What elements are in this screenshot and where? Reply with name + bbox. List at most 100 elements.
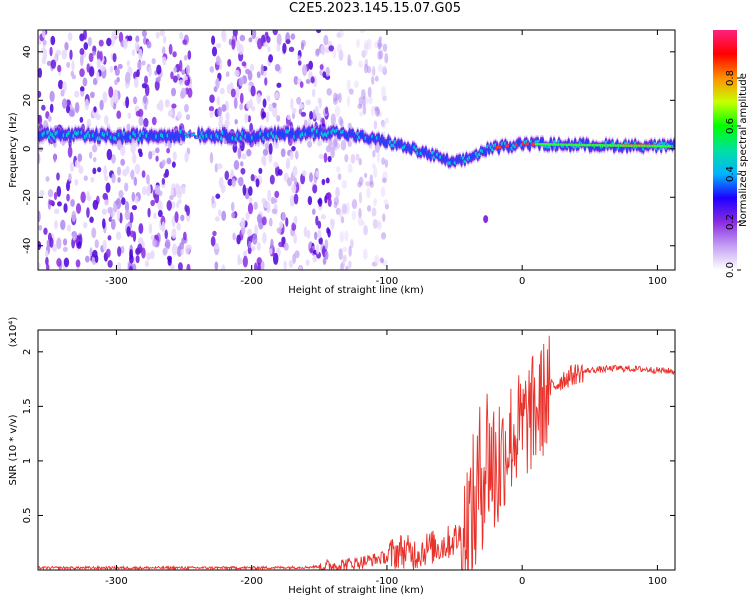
spectrogram-noise-blob [148,150,153,160]
spectrogram-noise-blob [116,110,122,119]
spectrogram-noise-blob [184,79,190,86]
spectrogram-noise-blob [256,257,263,266]
spectrogram-noise-blob [344,230,349,242]
spectrogram-noise-blob [96,58,102,69]
spectrogram-noise-blob [234,69,240,78]
spectrogram-noise-blob [268,248,273,255]
spectrogram-noise-blob [61,98,68,109]
spectrogram-noise-blob [67,146,73,158]
spectrogram-noise-blob [227,178,233,186]
spectrogram-noise-blob [172,151,177,161]
spectrogram-noise-blob [224,119,230,128]
spectrogram-noise-blob [104,175,109,182]
spectrogram-noise-blob [342,246,348,253]
spectrogram-noise-blob [144,75,149,85]
spectrogram-x-tick-label: -300 [105,276,128,287]
spectrogram-noise-blob [161,159,166,167]
spectrogram-y-tick-label: 20 [22,94,33,107]
spectrogram-noise-blob [63,257,70,268]
spectrogram-noise-blob [363,225,368,236]
spectrogram-noise-blob [214,261,219,270]
spectrogram-noise-blob [247,70,253,81]
spectrogram-noise-blob [272,252,279,265]
spectrogram-noise-blob [141,82,147,89]
spectrogram-noise-blob [366,205,372,212]
spectrogram-y-tick-label: 0 [22,146,33,152]
spectrogram-noise-blob [82,221,88,229]
spectrogram-noise-blob [302,64,308,77]
spectrogram-noise-blob [271,102,277,108]
spectrogram-noise-blob [138,48,143,61]
colorbar-tick-label: 0.6 [725,118,736,134]
spectrogram-noise-blob [367,86,372,98]
spectrogram-noise-blob [268,142,273,155]
spectrogram-noise-blob [47,115,52,122]
spectrogram-x-label: Height of straight line (km) [288,285,424,296]
spectrogram-noise-blob [232,232,236,241]
spectrogram-noise-blob [66,61,71,69]
spectrogram-noise-blob [376,220,382,227]
spectrogram-noise-blob [263,42,269,48]
spectrogram-noise-blob [348,245,352,257]
spectrogram-noise-blob [253,201,258,210]
spectrogram-noise-blob [260,64,264,76]
spectrogram-noise-blob [68,173,72,182]
spectrogram-noise-blob [53,153,57,163]
spectrogram-noise-blob [96,50,101,61]
spectrogram-noise-blob [94,239,99,249]
spectrogram-noise-blob [50,59,57,70]
spectrogram-noise-blob [342,254,347,263]
spectrogram-noise-blob [246,228,253,237]
spectrogram-noise-blob [290,97,294,110]
spectrogram-noise-blob [233,97,238,109]
spectrogram-noise-blob [45,264,50,270]
spectrogram-noise-blob [86,207,90,218]
spectrogram-noise-blob [157,200,163,211]
spectrogram-noise-blob [146,40,152,49]
spectrogram-noise-blob [166,157,172,165]
spectrogram-noise-blob [345,265,349,270]
spectrogram-noise-blob [236,234,241,245]
spectrogram-noise-blob [101,208,106,215]
spectrogram-noise-blob [326,227,330,235]
snr-series-line [38,335,675,570]
spectrogram-noise-blob [288,46,295,53]
spectrogram-noise-blob [216,163,223,170]
spectrogram-noise-blob [71,230,77,241]
spectrogram-noise-blob [350,153,356,164]
spectrogram-noise-blob [135,35,140,43]
spectrogram-noise-blob [110,97,114,108]
spectrogram-noise-blob [348,260,352,269]
spectrogram-y-tick-label: -20 [22,189,33,205]
spectrogram-noise-blob [77,241,82,249]
spectrogram-noise-blob [121,197,126,205]
colorbar-tick-label: 0.4 [725,166,736,182]
spectrogram-noise-blob [376,108,380,116]
spectrogram-noise-blob [323,34,329,46]
spectrogram-noise-blob [346,79,351,92]
spectrogram-noise-blob [171,243,178,256]
spectrogram-noise-blob [171,201,176,210]
spectrogram-noise-blob [321,178,326,186]
spectrogram-noise-blob [180,248,185,255]
spectrogram-noise-blob [169,194,174,201]
spectrogram-noise-blob [141,170,146,178]
spectrogram-noise-blob [41,30,46,39]
spectrogram-noise-blob [130,169,135,180]
spectrogram-noise-blob [92,77,98,86]
spectrogram-noise-blob [116,76,120,83]
spectrogram-noise-blob [217,209,222,217]
colorbar: 0.0 0.2 0.4 0.6 0.8 Normalized spectral ampl… [713,30,749,278]
spectrogram-noise-blob [221,30,227,43]
spectrogram-noise-blob [134,41,140,52]
spectrogram-noise-blob [316,30,322,34]
spectrogram-noise-blob [285,217,289,227]
spectrogram-noise-blob [129,254,134,264]
spectrogram-noise-blob [250,173,255,182]
spectrogram-noise-blob [247,115,251,123]
spectrogram-noise-blob [119,212,123,224]
spectrogram-noise-blob [246,148,252,157]
spectrogram-noise-blob [86,190,90,201]
spectrogram-noise-blob [308,60,314,70]
